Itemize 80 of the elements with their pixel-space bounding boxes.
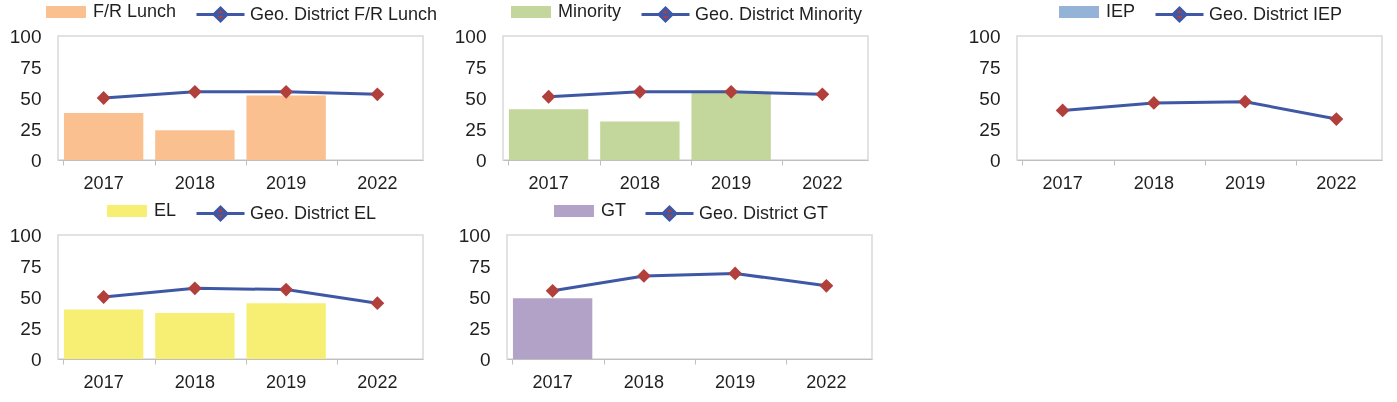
bar [155, 130, 235, 160]
legend-label: Geo. District F/R Lunch [250, 3, 438, 24]
y-tick-label: 50 [465, 87, 487, 109]
bar [155, 313, 235, 359]
point [1329, 112, 1344, 126]
legend-label: Minority [558, 1, 622, 21]
x-tick-label: 2019 [715, 371, 756, 392]
x-tick-label: 2018 [174, 371, 215, 392]
x-tick-label: 2022 [806, 371, 847, 392]
x-tick-label: 2018 [1133, 172, 1174, 193]
x-tick-label: 2019 [711, 172, 752, 193]
y-tick-label: 25 [979, 118, 1001, 140]
bar [63, 309, 144, 359]
y-tick-label: 50 [979, 87, 1001, 109]
y-tick-label: 0 [475, 149, 487, 171]
legend-label: Geo. District EL [250, 202, 377, 223]
x-tick-label: 2017 [83, 371, 124, 392]
x-tick-label: 2017 [1042, 172, 1083, 193]
bar [63, 112, 144, 160]
y-tick-label: 100 [9, 224, 42, 246]
x-tick-label: 2022 [802, 172, 843, 193]
y-tick-label: 0 [30, 149, 42, 171]
y-tick-label: 75 [20, 56, 42, 78]
x-tick-label: 2017 [83, 172, 124, 193]
x-tick-label: 2019 [266, 172, 307, 193]
x-tick-label: 2018 [623, 371, 664, 392]
legend-label: Geo. District GT [699, 202, 829, 223]
legend-label: GT [601, 200, 626, 220]
y-tick-label: 75 [979, 56, 1001, 78]
point [370, 87, 385, 102]
x-tick-label: 2022 [357, 172, 398, 193]
y-tick-label: 25 [465, 118, 487, 140]
y-tick-label: 75 [469, 255, 491, 277]
legend-label: EL [154, 200, 177, 220]
bar [691, 91, 771, 160]
legend-label: Geo. District IEP [1209, 3, 1343, 24]
y-tick-label: 100 [968, 25, 1001, 47]
x-tick-label: 2022 [1316, 172, 1357, 193]
bar [246, 95, 326, 160]
y-tick-label: 100 [9, 25, 42, 47]
y-tick-label: 100 [458, 224, 491, 246]
legend-label: IEP [1106, 1, 1136, 21]
point [728, 266, 743, 281]
x-tick-label: 2017 [532, 371, 573, 392]
y-tick-label: 75 [465, 56, 487, 78]
point [545, 283, 560, 298]
bar [508, 109, 589, 160]
x-tick-label: 2018 [619, 172, 660, 193]
y-tick-label: 25 [20, 317, 42, 339]
point [279, 282, 294, 297]
point [819, 278, 834, 293]
point [187, 84, 202, 99]
point [1055, 103, 1070, 118]
x-tick-label: 2018 [174, 172, 215, 193]
y-tick-label: 0 [30, 348, 42, 370]
y-tick-label: 25 [20, 118, 42, 140]
point [96, 91, 111, 105]
y-tick-label: 50 [469, 286, 491, 308]
bar [600, 121, 680, 160]
legend-label: Geo. District Minority [695, 3, 863, 24]
x-tick-label: 2019 [1225, 172, 1266, 193]
point [1238, 94, 1253, 109]
y-tick-label: 75 [20, 255, 42, 277]
y-tick-label: 0 [989, 149, 1001, 171]
bar [246, 303, 326, 359]
point [279, 84, 294, 99]
y-tick-label: 0 [479, 348, 491, 370]
legend-label: F/R Lunch [93, 1, 177, 21]
point [636, 269, 651, 283]
point [96, 290, 111, 304]
point [187, 281, 202, 296]
x-tick-label: 2017 [528, 172, 569, 193]
x-tick-label: 2019 [266, 371, 307, 392]
y-tick-label: 100 [454, 25, 487, 47]
x-tick-label: 2022 [357, 371, 398, 392]
point [370, 296, 385, 311]
point [1146, 96, 1161, 110]
y-tick-label: 50 [20, 286, 42, 308]
y-tick-label: 50 [20, 87, 42, 109]
y-tick-label: 25 [469, 317, 491, 339]
